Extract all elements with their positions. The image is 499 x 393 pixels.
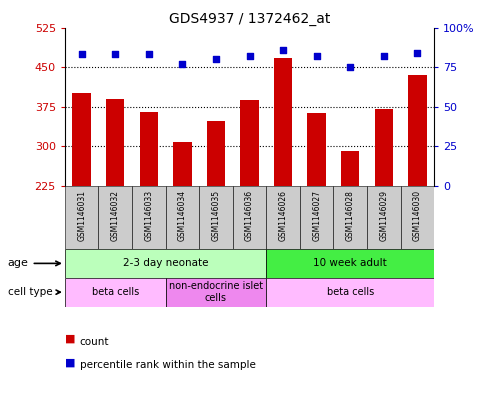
Point — [279, 46, 287, 53]
Point — [380, 53, 388, 59]
Text: ■: ■ — [65, 358, 79, 367]
Text: beta cells: beta cells — [92, 287, 139, 297]
Bar — [140, 112, 158, 186]
Bar — [72, 94, 91, 186]
Bar — [233, 186, 266, 249]
Text: percentile rank within the sample: percentile rank within the sample — [80, 360, 255, 371]
Text: GSM1146027: GSM1146027 — [312, 190, 321, 241]
Bar — [375, 109, 393, 186]
Point — [246, 53, 253, 59]
Bar — [341, 151, 359, 186]
Point — [145, 51, 153, 57]
Bar — [207, 121, 225, 186]
Bar — [240, 100, 258, 186]
Bar — [266, 186, 300, 249]
Text: 10 week adult: 10 week adult — [313, 258, 387, 268]
Bar — [65, 186, 98, 249]
Text: 2-3 day neonate: 2-3 day neonate — [123, 258, 208, 268]
Bar — [199, 186, 233, 249]
Bar — [266, 249, 434, 278]
Bar — [98, 186, 132, 249]
Text: non-endocrine islet
cells: non-endocrine islet cells — [169, 281, 263, 303]
Point — [78, 51, 86, 57]
Text: GSM1146028: GSM1146028 — [346, 190, 355, 241]
Bar — [307, 114, 326, 186]
Title: GDS4937 / 1372462_at: GDS4937 / 1372462_at — [169, 13, 330, 26]
Bar — [65, 249, 266, 278]
Text: GSM1146032: GSM1146032 — [111, 190, 120, 241]
Bar — [266, 278, 434, 307]
Bar — [274, 57, 292, 186]
Text: GSM1146029: GSM1146029 — [379, 190, 388, 241]
Text: age: age — [8, 258, 60, 268]
Point — [111, 51, 119, 57]
Text: count: count — [80, 337, 109, 347]
Text: GSM1146026: GSM1146026 — [278, 190, 287, 241]
Text: GSM1146033: GSM1146033 — [144, 190, 153, 241]
Text: beta cells: beta cells — [326, 287, 374, 297]
Bar — [166, 278, 266, 307]
Bar — [300, 186, 333, 249]
Text: GSM1146036: GSM1146036 — [245, 190, 254, 241]
Text: ■: ■ — [65, 334, 79, 344]
Text: GSM1146030: GSM1146030 — [413, 190, 422, 241]
Bar — [367, 186, 401, 249]
Bar — [166, 186, 199, 249]
Point — [346, 64, 354, 70]
Text: cell type: cell type — [8, 287, 60, 297]
Point — [413, 50, 421, 56]
Bar — [65, 278, 166, 307]
Point — [178, 61, 186, 67]
Bar — [401, 186, 434, 249]
Bar — [173, 142, 192, 186]
Point — [313, 53, 321, 59]
Point — [212, 56, 220, 62]
Bar — [132, 186, 166, 249]
Bar — [106, 99, 124, 186]
Text: GSM1146031: GSM1146031 — [77, 190, 86, 241]
Bar — [333, 186, 367, 249]
Bar — [408, 75, 427, 186]
Text: GSM1146034: GSM1146034 — [178, 190, 187, 241]
Text: GSM1146035: GSM1146035 — [212, 190, 221, 241]
